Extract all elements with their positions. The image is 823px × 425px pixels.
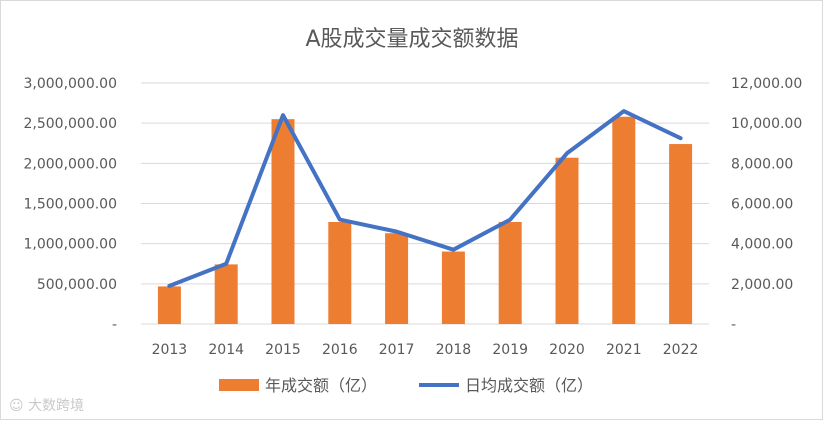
y-right-tick-label: 10,000.00	[731, 116, 802, 132]
x-tick-label: 2019	[492, 342, 528, 358]
y-right-tick-label: 4,000.00	[731, 237, 793, 253]
watermark: ☺ 大数跨境	[9, 395, 84, 415]
y-left-tick-label: 500,000.00	[37, 277, 117, 293]
x-tick-label: 2017	[379, 342, 415, 358]
watermark-text: 大数跨境	[28, 398, 84, 414]
bar-2013	[158, 286, 181, 324]
bar-2021	[612, 117, 635, 324]
bar-2022	[669, 144, 692, 324]
y-right-tick-label: 6,000.00	[731, 197, 793, 213]
x-tick-label: 2015	[265, 342, 301, 358]
x-tick-label: 2013	[152, 342, 188, 358]
bar-2018	[442, 252, 465, 324]
chart-title: A股成交量成交额数据	[305, 27, 518, 52]
legend-label-bar: 年成交额（亿）	[265, 376, 377, 395]
line-series	[169, 111, 680, 286]
bar-2016	[328, 222, 351, 324]
y-left-tick-label: -	[112, 317, 117, 333]
legend: 年成交额（亿） 日均成交额（亿）	[219, 376, 593, 395]
y-right-tick-label: 2,000.00	[731, 277, 793, 293]
line-path	[169, 111, 680, 286]
y-right-tick-label: -	[731, 317, 736, 333]
legend-swatch-bar	[219, 379, 259, 391]
y-right-tick-label: 12,000.00	[731, 76, 802, 92]
legend-label-line: 日均成交额（亿）	[465, 376, 593, 395]
bar-2015	[272, 119, 295, 324]
x-tick-label: 2020	[549, 342, 585, 358]
x-tick-label: 2018	[436, 342, 472, 358]
y-left-tick-label: 2,500,000.00	[23, 116, 117, 132]
y-left-tick-label: 2,000,000.00	[23, 156, 117, 172]
bar-2014	[215, 264, 238, 324]
x-tick-label: 2016	[322, 342, 358, 358]
x-tick-label: 2022	[663, 342, 699, 358]
y-axis-left: - 500,000.00 1,000,000.00 1,500,000.00 2,000…	[23, 76, 117, 333]
y-axis-right: - 2,000.00 4,000.00 6,000.00 8,000.00 10,000.…	[731, 76, 802, 333]
y-left-tick-label: 1,500,000.00	[23, 197, 117, 213]
bar-series	[158, 117, 692, 324]
x-axis: 2013 2014 2015 2016 2017 2018 2019 2020 2021 2022	[152, 342, 699, 358]
x-tick-label: 2014	[208, 342, 244, 358]
y-left-tick-label: 1,000,000.00	[23, 237, 117, 253]
x-tick-label: 2021	[606, 342, 642, 358]
bar-2020	[556, 158, 579, 324]
y-right-tick-label: 8,000.00	[731, 156, 793, 172]
bar-2017	[385, 233, 408, 324]
watermark-logo-icon: ☺	[9, 398, 24, 414]
bar-2019	[499, 222, 522, 324]
y-left-tick-label: 3,000,000.00	[23, 76, 117, 92]
